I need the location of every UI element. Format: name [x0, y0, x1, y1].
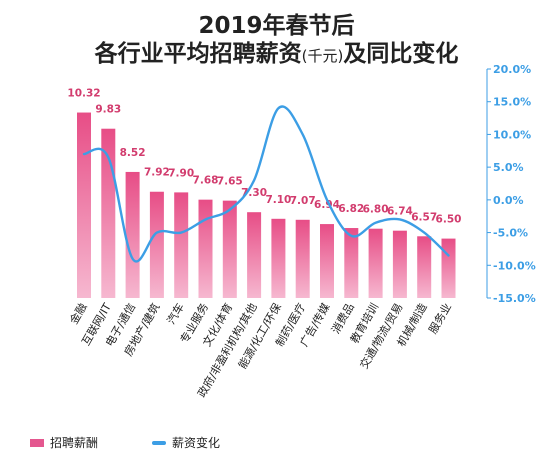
bar-data-label: 6.82 — [338, 203, 364, 215]
right-axis-tick-label: 5.0% — [493, 161, 524, 174]
bar-data-label: 6.80 — [363, 204, 389, 216]
bar-data-label: 7.92 — [144, 167, 170, 179]
bar — [77, 112, 91, 298]
legend-label-line: 薪资变化 — [172, 436, 221, 450]
right-axis-tick-label: 0.0% — [493, 194, 524, 207]
right-axis-tick-label: -5.0% — [493, 227, 528, 240]
legend-item-bar: 招聘薪酬 — [30, 434, 98, 451]
bar-data-label: 7.10 — [265, 194, 291, 206]
bar-data-label: 7.68 — [193, 175, 219, 187]
bar-data-label: 7.65 — [217, 176, 243, 188]
bar — [222, 200, 237, 298]
chart-title: 2019年春节后 — [198, 13, 355, 39]
bar-data-label: 6.57 — [411, 211, 437, 223]
right-axis-tick-label: 15.0% — [493, 96, 531, 109]
right-axis-tick-label: 10.0% — [493, 128, 531, 141]
legend-label-bar: 招聘薪酬 — [50, 436, 99, 450]
bar — [125, 171, 140, 298]
category-tick-label: 服务业 — [426, 301, 454, 336]
bar-data-label: 6.74 — [387, 206, 413, 218]
legend-item-line: 薪资变化 — [152, 434, 220, 451]
legend-swatch-bar — [30, 438, 44, 447]
chart-subtitle-main: 各行业平均招聘薪资 — [94, 41, 302, 67]
chart-subtitle: 各行业平均招聘薪资(千元)及同比变化 — [0, 34, 553, 68]
bar — [441, 238, 456, 298]
bar-data-label: 7.30 — [241, 187, 267, 199]
right-axis-tick-label: 20.0% — [493, 63, 531, 76]
bar — [247, 212, 262, 298]
right-axis-tick-label: -15.0% — [493, 292, 536, 305]
bar-data-label: 8.52 — [120, 147, 146, 159]
bar-data-label: 7.90 — [168, 167, 194, 179]
bar — [271, 218, 286, 298]
bar — [320, 224, 334, 298]
bar — [174, 192, 189, 298]
bar-data-label: 10.32 — [67, 88, 100, 100]
chart-subtitle-unit: (千元) — [301, 47, 344, 65]
right-axis-tick-label: -10.0% — [493, 259, 536, 272]
bar — [368, 228, 383, 298]
category-tick-label: 金融 — [66, 301, 89, 327]
bar — [101, 128, 116, 298]
bar — [392, 230, 407, 298]
bar-data-label: 6.94 — [314, 199, 340, 211]
bar — [417, 236, 432, 298]
series-line-salary-change — [82, 105, 450, 263]
bar — [149, 191, 164, 298]
bar — [198, 199, 213, 298]
bar-data-label: 7.07 — [290, 195, 316, 207]
chart-subtitle-tail: 及同比变化 — [343, 41, 459, 67]
bar-data-label: 6.50 — [436, 214, 462, 226]
bar — [295, 219, 310, 298]
legend-swatch-line — [152, 440, 166, 445]
bar-data-label: 9.83 — [95, 104, 121, 116]
bar — [344, 228, 359, 298]
category-tick-label: 汽车 — [164, 301, 187, 327]
